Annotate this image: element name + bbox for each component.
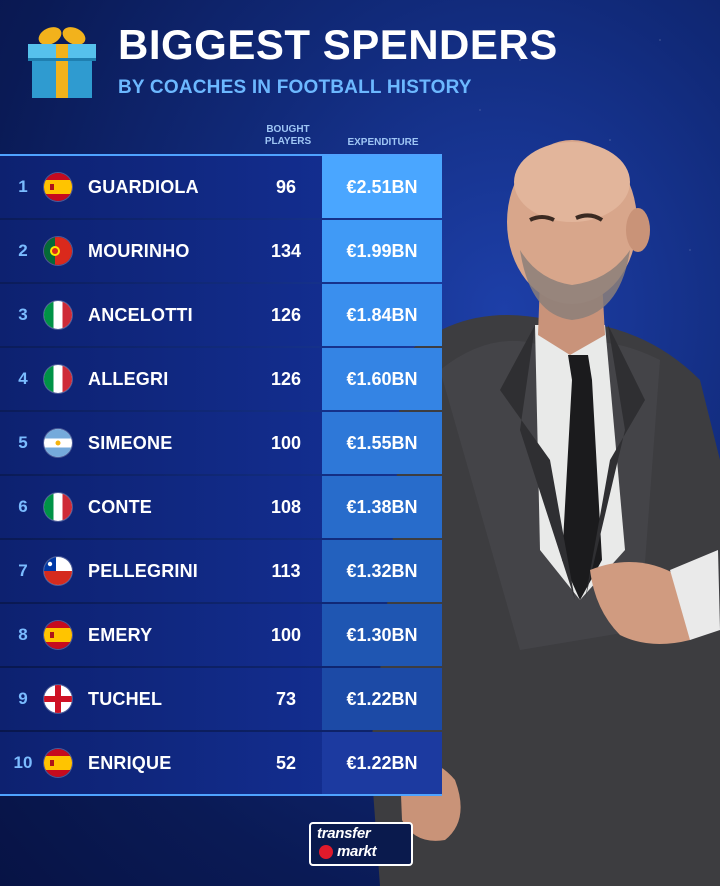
bought-players-value: 96 [275,176,297,197]
expenditure-value: €1.55BN [322,412,442,474]
column-header-bought-line2: PLAYERS [264,136,312,147]
spain-flag-icon [44,621,72,649]
coach-name: EMERY [88,624,153,645]
gift-icon [28,27,96,98]
table-row: 8 EMERY 100 €1.30BN [0,604,442,666]
coach-name: CONTE [88,496,152,517]
rank: 2 [18,241,28,260]
rank: 1 [18,177,28,196]
column-header-bought-players: BOUGHT PLAYERS [258,124,318,148]
bought-players-value: 100 [270,432,302,453]
ball-icon [319,845,333,859]
rank: 5 [18,433,28,452]
expenditure-value: €1.32BN [322,540,442,602]
logo-text-line1: transfer [317,825,371,842]
coach-name: ALLEGRI [88,368,169,389]
page-subtitle: BY COACHES IN FOOTBALL HISTORY [118,77,472,98]
expenditure-value: €1.84BN [322,284,442,346]
england-flag-icon [44,685,72,713]
bought-players-value: 100 [270,624,302,645]
table-row: 6 CONTE 108 €1.38BN [0,476,442,538]
bought-players-value: 134 [270,240,302,261]
coach-name: PELLEGRINI [88,560,199,581]
column-header-expenditure: EXPENDITURE [347,137,419,148]
logo-text-line2: markt [337,843,377,860]
coach-name: SIMEONE [88,432,173,453]
table-row: 10 ENRIQUE 52 €1.22BN [0,732,442,794]
coach-photo [370,140,720,886]
expenditure-value: €1.22BN [322,732,442,794]
bought-players-value: 113 [271,560,301,581]
bought-players-value: 108 [270,496,302,517]
rank: 7 [18,561,28,580]
expenditure-value: €1.22BN [322,668,442,730]
coach-name: ENRIQUE [88,752,172,773]
bought-players-value: 52 [275,752,297,773]
bought-players-value: 73 [275,688,297,709]
table-row: 1 GUARDIOLA 96 €2.51BN [0,154,442,218]
expenditure-value: €2.51BN [322,156,442,218]
italy-flag-icon [44,493,72,521]
bought-players-value: 126 [270,368,302,389]
coach-name: GUARDIOLA [88,176,199,197]
expenditure-value: €1.30BN [322,604,442,666]
expenditure-value: €1.99BN [322,220,442,282]
table-row: 4 ALLEGRI 126 €1.60BN [0,348,442,410]
table-divider [0,794,442,796]
table-row: 7 PELLEGRINI 113 €1.32BN [0,540,442,602]
table-row: 3 ANCELOTTI 126 €1.84BN [0,284,442,346]
chile-flag-icon [44,557,72,585]
coach-name: ANCELOTTI [88,304,193,325]
rank: 3 [18,305,28,324]
transfermarkt-logo: transfer markt [309,822,413,866]
coach-name: TUCHEL [88,688,163,709]
rank: 6 [18,497,28,516]
expenditure-value: €1.60BN [322,348,442,410]
rank: 4 [18,369,28,388]
table-row: 5 SIMEONE 100 €1.55BN [0,412,442,474]
column-header-bought-line1: BOUGHT [266,124,310,135]
italy-flag-icon [44,301,72,329]
spenders-table: 1 GUARDIOLA 96 €2.51BN 2 MOURINHO 134 €1… [0,154,442,796]
table-row: 2 MOURINHO 134 €1.99BN [0,220,442,282]
rank: 10 [13,753,33,772]
rank: 9 [18,689,28,708]
argentina-flag-icon [44,429,72,457]
bought-players-value: 126 [270,304,302,325]
spain-flag-icon [44,749,72,777]
rank: 8 [18,625,28,644]
portugal-flag-icon [44,237,72,265]
expenditure-value: €1.38BN [322,476,442,538]
page-title: BIGGEST SPENDERS [118,21,558,68]
spain-flag-icon [44,173,72,201]
table-row: 9 TUCHEL 73 €1.22BN [0,668,442,730]
coach-name: MOURINHO [88,240,190,261]
italy-flag-icon [44,365,72,393]
